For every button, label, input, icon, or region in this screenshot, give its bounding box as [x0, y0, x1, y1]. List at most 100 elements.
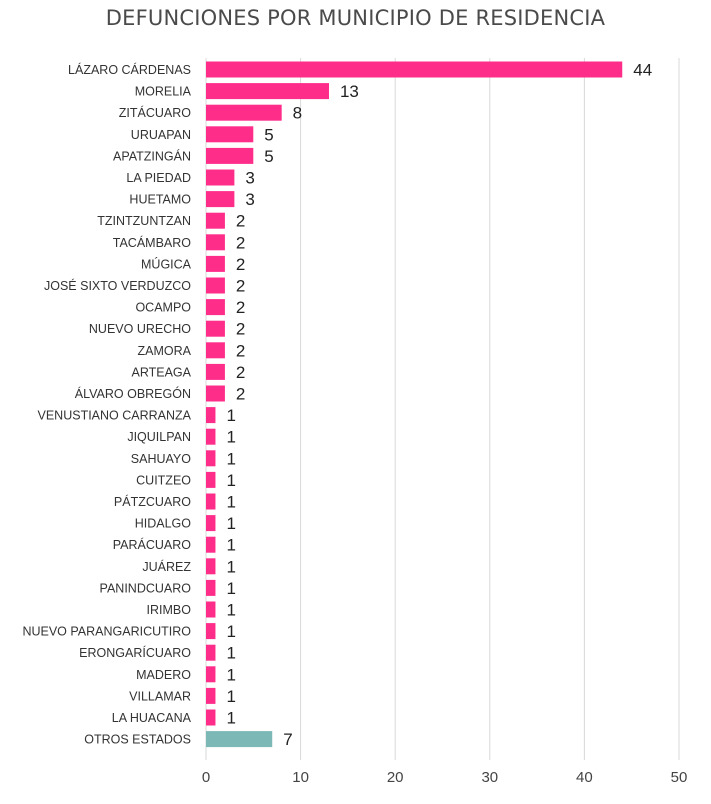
bar	[206, 234, 225, 251]
bar	[206, 342, 225, 359]
data-label: 13	[340, 82, 359, 101]
data-label: 1	[226, 428, 235, 447]
bar	[206, 147, 254, 164]
bar	[206, 212, 225, 229]
bar	[206, 83, 329, 100]
data-label: 2	[236, 385, 245, 404]
bar	[206, 558, 216, 575]
bar	[206, 191, 235, 208]
data-label: 1	[226, 709, 235, 728]
category-label: TZINTZUNTZAN	[97, 214, 191, 228]
chart-title: DEFUNCIONES POR MUNICIPIO DE RESIDENCIA	[105, 6, 606, 30]
bar	[206, 644, 216, 661]
bar	[206, 666, 216, 683]
category-label: APATZINGÁN	[113, 148, 191, 163]
category-label: LA PIEDAD	[126, 171, 191, 185]
data-label: 3	[245, 169, 254, 188]
bar	[206, 731, 273, 748]
bar	[206, 126, 254, 143]
data-label: 1	[226, 557, 235, 576]
category-label: JOSÉ SIXTO VERDUZCO	[44, 278, 191, 293]
bars	[206, 61, 623, 748]
category-label: HUETAMO	[129, 193, 191, 207]
bar	[206, 363, 225, 380]
x-tick-label: 20	[387, 769, 404, 786]
category-label: OTROS ESTADOS	[84, 733, 191, 747]
bar	[206, 515, 216, 532]
bar	[206, 277, 225, 294]
category-label: NUEVO URECHO	[89, 322, 191, 336]
bar	[206, 450, 216, 467]
category-label: ERONGARÍCUARO	[79, 645, 191, 660]
data-label: 1	[226, 644, 235, 663]
data-label: 1	[226, 687, 235, 706]
category-label: JUÁREZ	[142, 559, 191, 574]
data-label: 1	[226, 536, 235, 555]
category-label: LÁZARO CÁRDENAS	[68, 62, 191, 77]
category-label: VENUSTIANO CARRANZA	[38, 409, 192, 423]
category-label: TACÁMBARO	[113, 235, 192, 250]
data-label: 2	[236, 212, 245, 231]
x-axis-ticks: 0 10 20 30 40 50	[202, 769, 688, 786]
bar	[206, 428, 216, 445]
category-label: ZAMORA	[138, 344, 192, 358]
data-label: 44	[633, 61, 652, 80]
x-tick-label: 10	[292, 769, 309, 786]
bar	[206, 536, 216, 553]
x-tick-label: 30	[481, 769, 498, 786]
bar	[206, 623, 216, 640]
category-label: PARÁCUARO	[113, 537, 192, 552]
data-label: 2	[236, 298, 245, 317]
bar	[206, 709, 216, 726]
data-label: 1	[226, 449, 235, 468]
data-label: 1	[226, 665, 235, 684]
category-label: MADERO	[136, 668, 191, 682]
data-label: 5	[264, 125, 273, 144]
bar	[206, 471, 216, 488]
category-label: MÚGICA	[141, 256, 192, 271]
category-label: ÁLVARO OBREGÓN	[75, 386, 191, 401]
bar	[206, 385, 225, 402]
category-label: OCAMPO	[135, 301, 191, 315]
data-label: 1	[226, 471, 235, 490]
data-label: 2	[236, 341, 245, 360]
bar	[206, 407, 216, 424]
category-label: ARTEAGA	[131, 365, 191, 379]
x-tick-label: 0	[202, 769, 210, 786]
data-label: 1	[226, 493, 235, 512]
category-label: LA HUACANA	[112, 711, 192, 725]
category-label: URUAPAN	[131, 128, 191, 142]
data-label: 8	[293, 104, 302, 123]
data-label: 3	[245, 190, 254, 209]
x-tick-label: 40	[576, 769, 593, 786]
data-label: 1	[226, 601, 235, 620]
category-label: NUEVO PARANGARICUTIRO	[22, 625, 191, 639]
category-label: PÁTZCUARO	[114, 494, 191, 509]
category-label: VILLAMAR	[129, 689, 191, 703]
bar	[206, 493, 216, 510]
data-label: 2	[236, 255, 245, 274]
category-label: IRIMBO	[147, 603, 192, 617]
data-label: 1	[226, 579, 235, 598]
bar	[206, 601, 216, 618]
category-label: JIQUILPAN	[127, 430, 191, 444]
data-label: 1	[226, 514, 235, 533]
data-label: 2	[236, 233, 245, 252]
data-label: 2	[236, 363, 245, 382]
category-label: ZITÁCUARO	[119, 105, 192, 120]
x-tick-label: 50	[671, 769, 688, 786]
data-label: 1	[226, 406, 235, 425]
category-label: MORELIA	[135, 85, 192, 99]
bar	[206, 579, 216, 596]
category-label: PANINDCUARO	[100, 581, 192, 595]
bar	[206, 320, 225, 337]
bar	[206, 299, 225, 316]
bar	[206, 61, 623, 78]
gridlines	[205, 58, 680, 760]
bar	[206, 104, 282, 121]
data-label: 7	[283, 730, 292, 749]
bar	[206, 169, 235, 186]
